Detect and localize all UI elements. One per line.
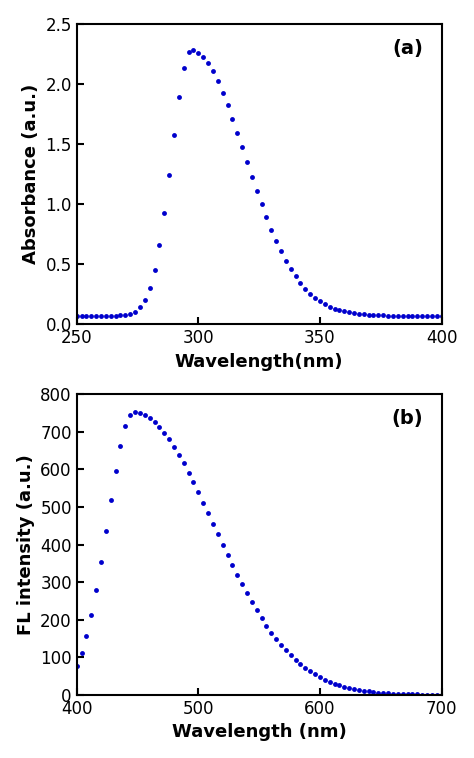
Y-axis label: FL intensity (a.u.): FL intensity (a.u.) <box>17 454 35 635</box>
X-axis label: Wavelength(nm): Wavelength(nm) <box>175 352 343 371</box>
Y-axis label: Absorbance (a.u.): Absorbance (a.u.) <box>22 84 40 264</box>
Text: (a): (a) <box>392 39 423 58</box>
X-axis label: Wavelength (nm): Wavelength (nm) <box>172 723 346 741</box>
Text: (b): (b) <box>392 409 423 428</box>
